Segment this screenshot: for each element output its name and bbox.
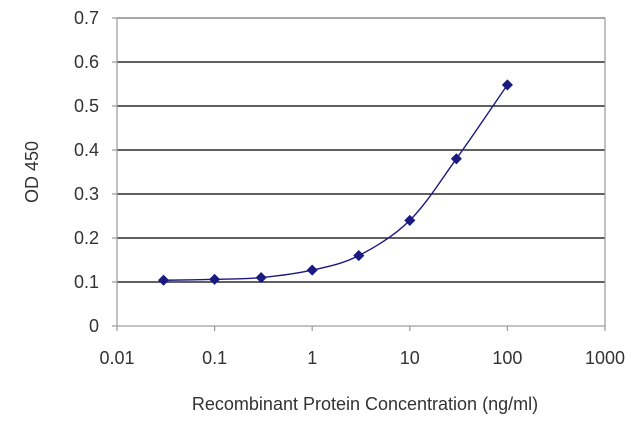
data-point-0-4 [353, 250, 365, 262]
data-point-0-0 [158, 274, 170, 286]
x-tick-label-4: 100 [492, 348, 522, 368]
data-point-0-5 [404, 214, 416, 226]
y-axis-ticks: 0 0.1 0.2 0.3 0.4 0.5 0.6 0.7 [74, 8, 117, 336]
data-point-0-6 [450, 153, 462, 165]
y-tick-label-6: 0.6 [74, 52, 99, 72]
y-tick-label-5: 0.5 [74, 96, 99, 116]
plot-frame [116, 17, 606, 327]
series-line-0 [163, 84, 508, 281]
x-tick-label-1: 0.1 [202, 348, 227, 368]
x-axis-title: Recombinant Protein Concentration (ng/ml… [192, 394, 538, 414]
data-point-0-3 [306, 264, 318, 276]
data-point-0-1 [209, 273, 221, 285]
data-point-0-7 [501, 79, 513, 91]
x-axis-ticks: 0.01 0.1 1 10 100 1000 [99, 326, 625, 368]
y-tick-label-7: 0.7 [74, 8, 99, 28]
gridlines [117, 17, 605, 283]
data-point-0-2 [255, 272, 267, 284]
x-tick-label-5: 1000 [585, 348, 625, 368]
y-tick-label-3: 0.3 [74, 184, 99, 204]
y-axis-title: OD 450 [22, 141, 42, 203]
x-tick-label-2: 1 [307, 348, 317, 368]
x-tick-label-3: 10 [400, 348, 420, 368]
y-tick-label-4: 0.4 [74, 140, 99, 160]
x-tick-label-0: 0.01 [99, 348, 134, 368]
y-tick-label-0: 0 [89, 316, 99, 336]
y-tick-label-2: 0.2 [74, 228, 99, 248]
series-layer [158, 79, 513, 286]
y-tick-label-1: 0.1 [74, 272, 99, 292]
